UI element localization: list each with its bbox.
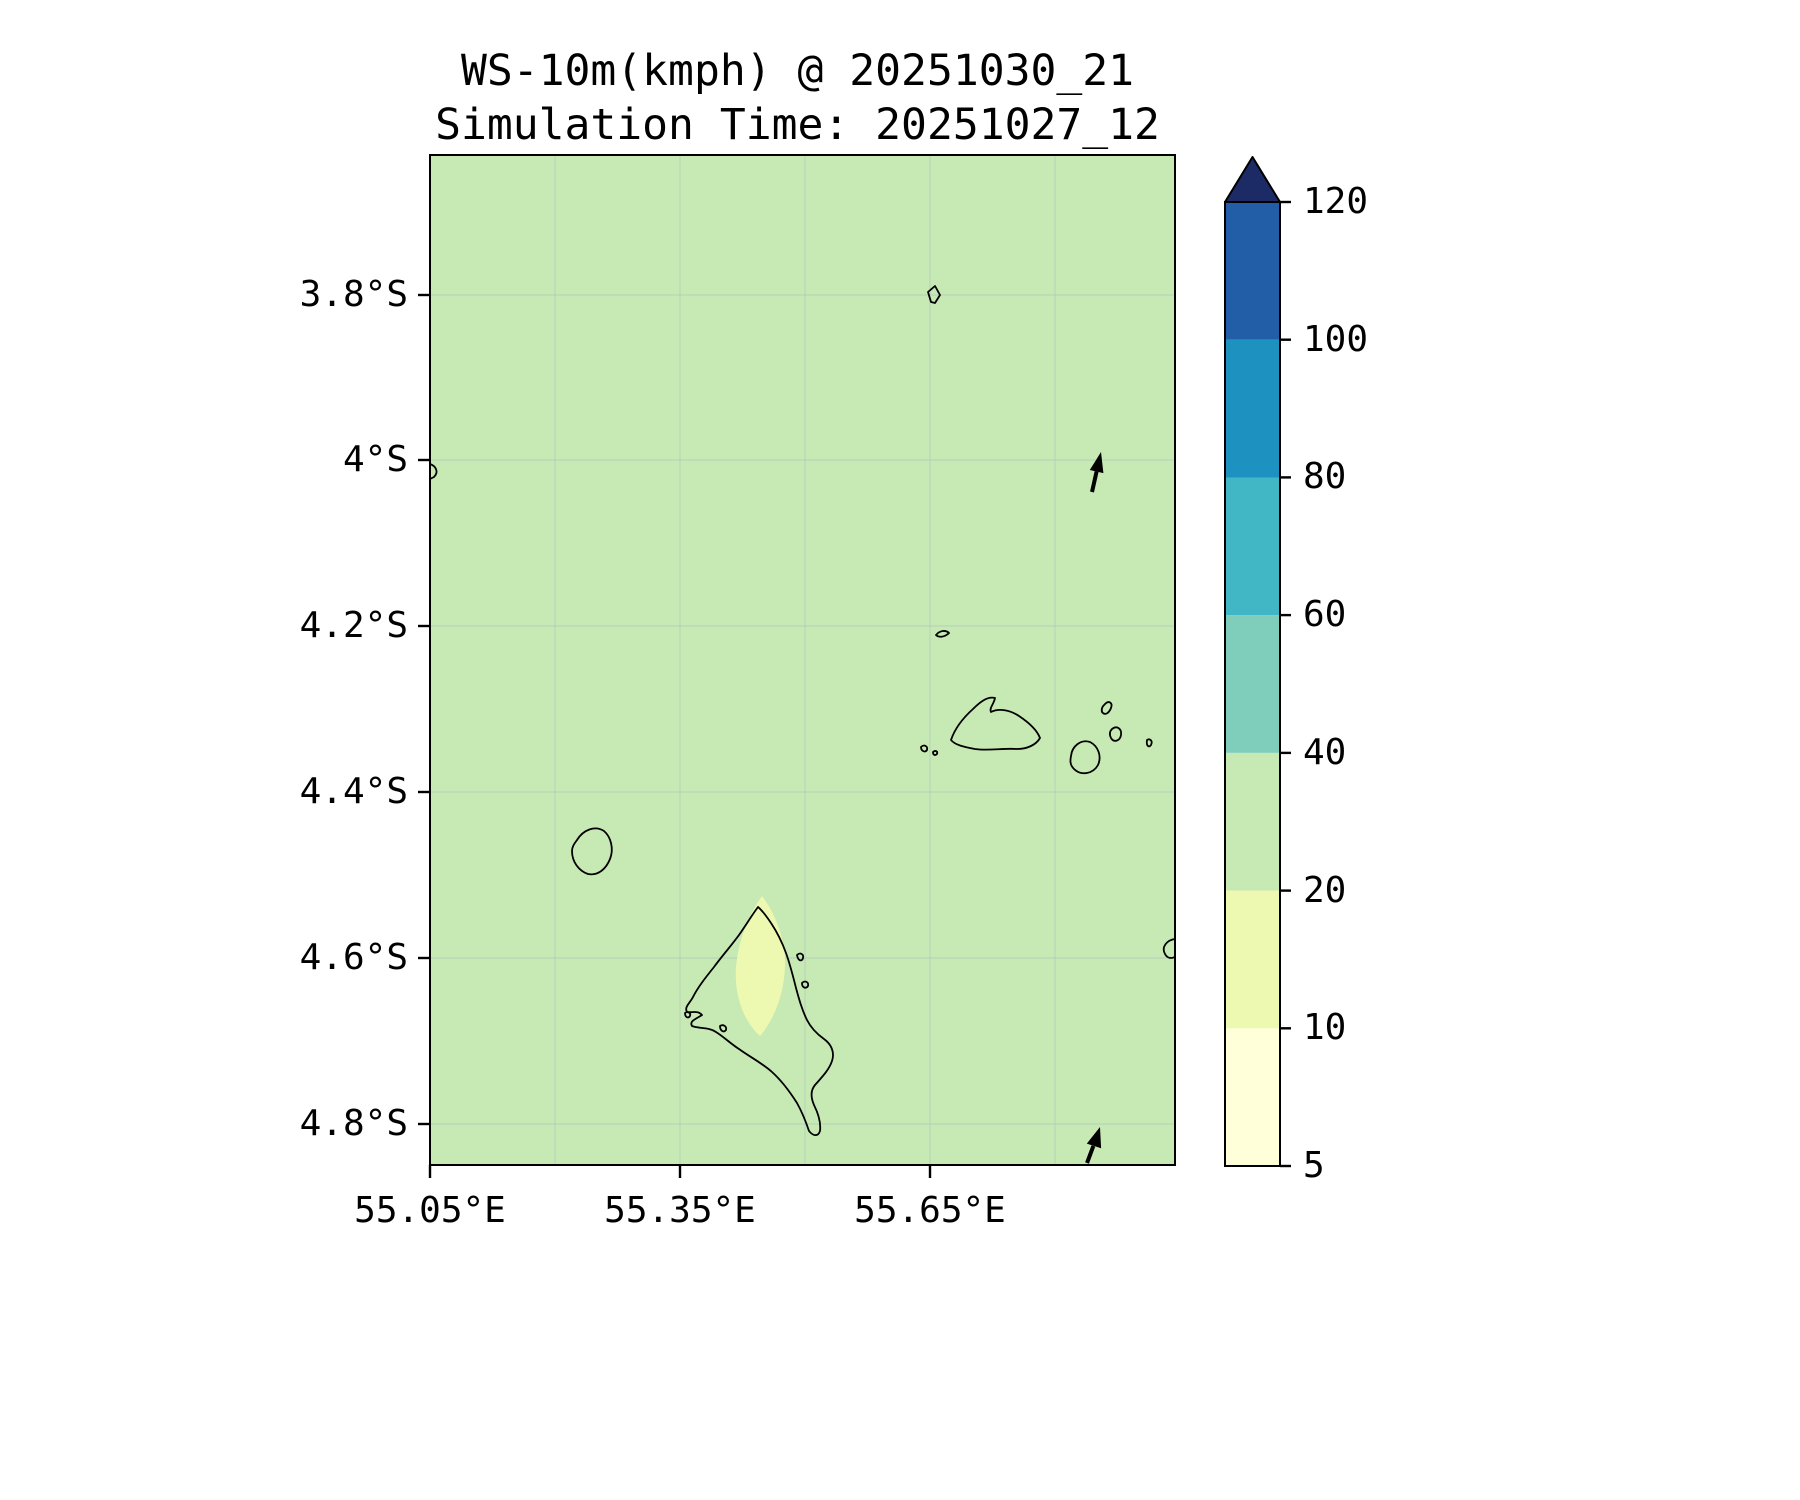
colorbar-segment-10-20 [1225, 890, 1280, 1029]
x-tick-label-55.05E: 55.05°E [354, 1190, 506, 1231]
coastline-islet [796, 952, 805, 962]
coastline-silhouette [571, 827, 613, 876]
wind-speed-field [430, 155, 1175, 1165]
coastline-islet [1100, 701, 1113, 715]
y-tick-label-3.8S: 3.8°S [299, 274, 408, 315]
coastline-north-islet [927, 285, 941, 304]
y-tick-label-4.4S: 4.4°S [299, 771, 408, 812]
coastline-islet [932, 750, 939, 756]
colorbar-label-120: 120 [1303, 181, 1369, 222]
coastline-islet [719, 1024, 728, 1033]
colorbar-label-40: 40 [1303, 732, 1347, 773]
low-wind-patch [735, 896, 786, 1036]
colorbar-label-20: 20 [1303, 870, 1347, 911]
coastline-sliver [935, 630, 950, 638]
colorbar-segment-60-80 [1225, 477, 1280, 616]
colorbar-label-100: 100 [1303, 319, 1369, 360]
wind-arrows [1085, 452, 1104, 1164]
coastline-islet [1109, 726, 1123, 742]
y-tick-label-4.8S: 4.8°S [299, 1103, 408, 1144]
x-tick-label-55.65E: 55.65°E [854, 1190, 1006, 1231]
coastline-islet [1145, 738, 1153, 748]
colorbar-outline [1224, 201, 1281, 1167]
wind-arrow-icon [1085, 1127, 1102, 1164]
coastline-west-edge-fragment [429, 463, 438, 480]
plot-border [429, 154, 1176, 1166]
colorbar-label-60: 60 [1303, 594, 1347, 635]
coastline-islet [801, 980, 810, 989]
colorbar-label-5: 5 [1303, 1145, 1325, 1186]
plot-title-block: WS-10m(kmph) @ 20251030_21 Simulation Ti… [416, 44, 1179, 152]
wind-arrow-icon [1089, 452, 1104, 493]
coastlines [429, 285, 1176, 1137]
coastline-la-digue [1069, 740, 1101, 775]
colorbar-segment-5-10 [1225, 1028, 1280, 1166]
colorbar-label-80: 80 [1303, 456, 1347, 497]
coastline-mahe [685, 906, 834, 1137]
plot-title: WS-10m(kmph) @ 20251030_21 [460, 46, 1135, 96]
x-tick-label-55.35E: 55.35°E [604, 1190, 756, 1231]
y-tick-label-4.2S: 4.2°S [299, 605, 408, 646]
coastline-east-edge-fragment [1162, 938, 1176, 959]
y-tick-label-4.6S: 4.6°S [299, 937, 408, 978]
coastline-islet [920, 744, 929, 753]
colorbar [1224, 156, 1291, 1168]
coastline-praslin [950, 696, 1041, 751]
map-plot-area [418, 154, 1176, 1178]
colorbar-extend-triangle [1224, 156, 1281, 203]
colorbar-segment-20-40 [1225, 752, 1280, 891]
coastline-islet [684, 1011, 692, 1019]
colorbar-segment-80-100 [1225, 339, 1280, 478]
gridlines [430, 155, 1175, 1165]
colorbar-segment-40-60 [1225, 615, 1280, 753]
axis-ticks [418, 293, 932, 1178]
colorbar-label-10: 10 [1303, 1007, 1347, 1048]
colorbar-ticks [1280, 200, 1291, 1168]
y-tick-label-4S: 4°S [342, 439, 408, 480]
colorbar-segment-100-120 [1225, 202, 1280, 340]
plot-subtitle: Simulation Time: 20251027_12 [435, 100, 1160, 150]
